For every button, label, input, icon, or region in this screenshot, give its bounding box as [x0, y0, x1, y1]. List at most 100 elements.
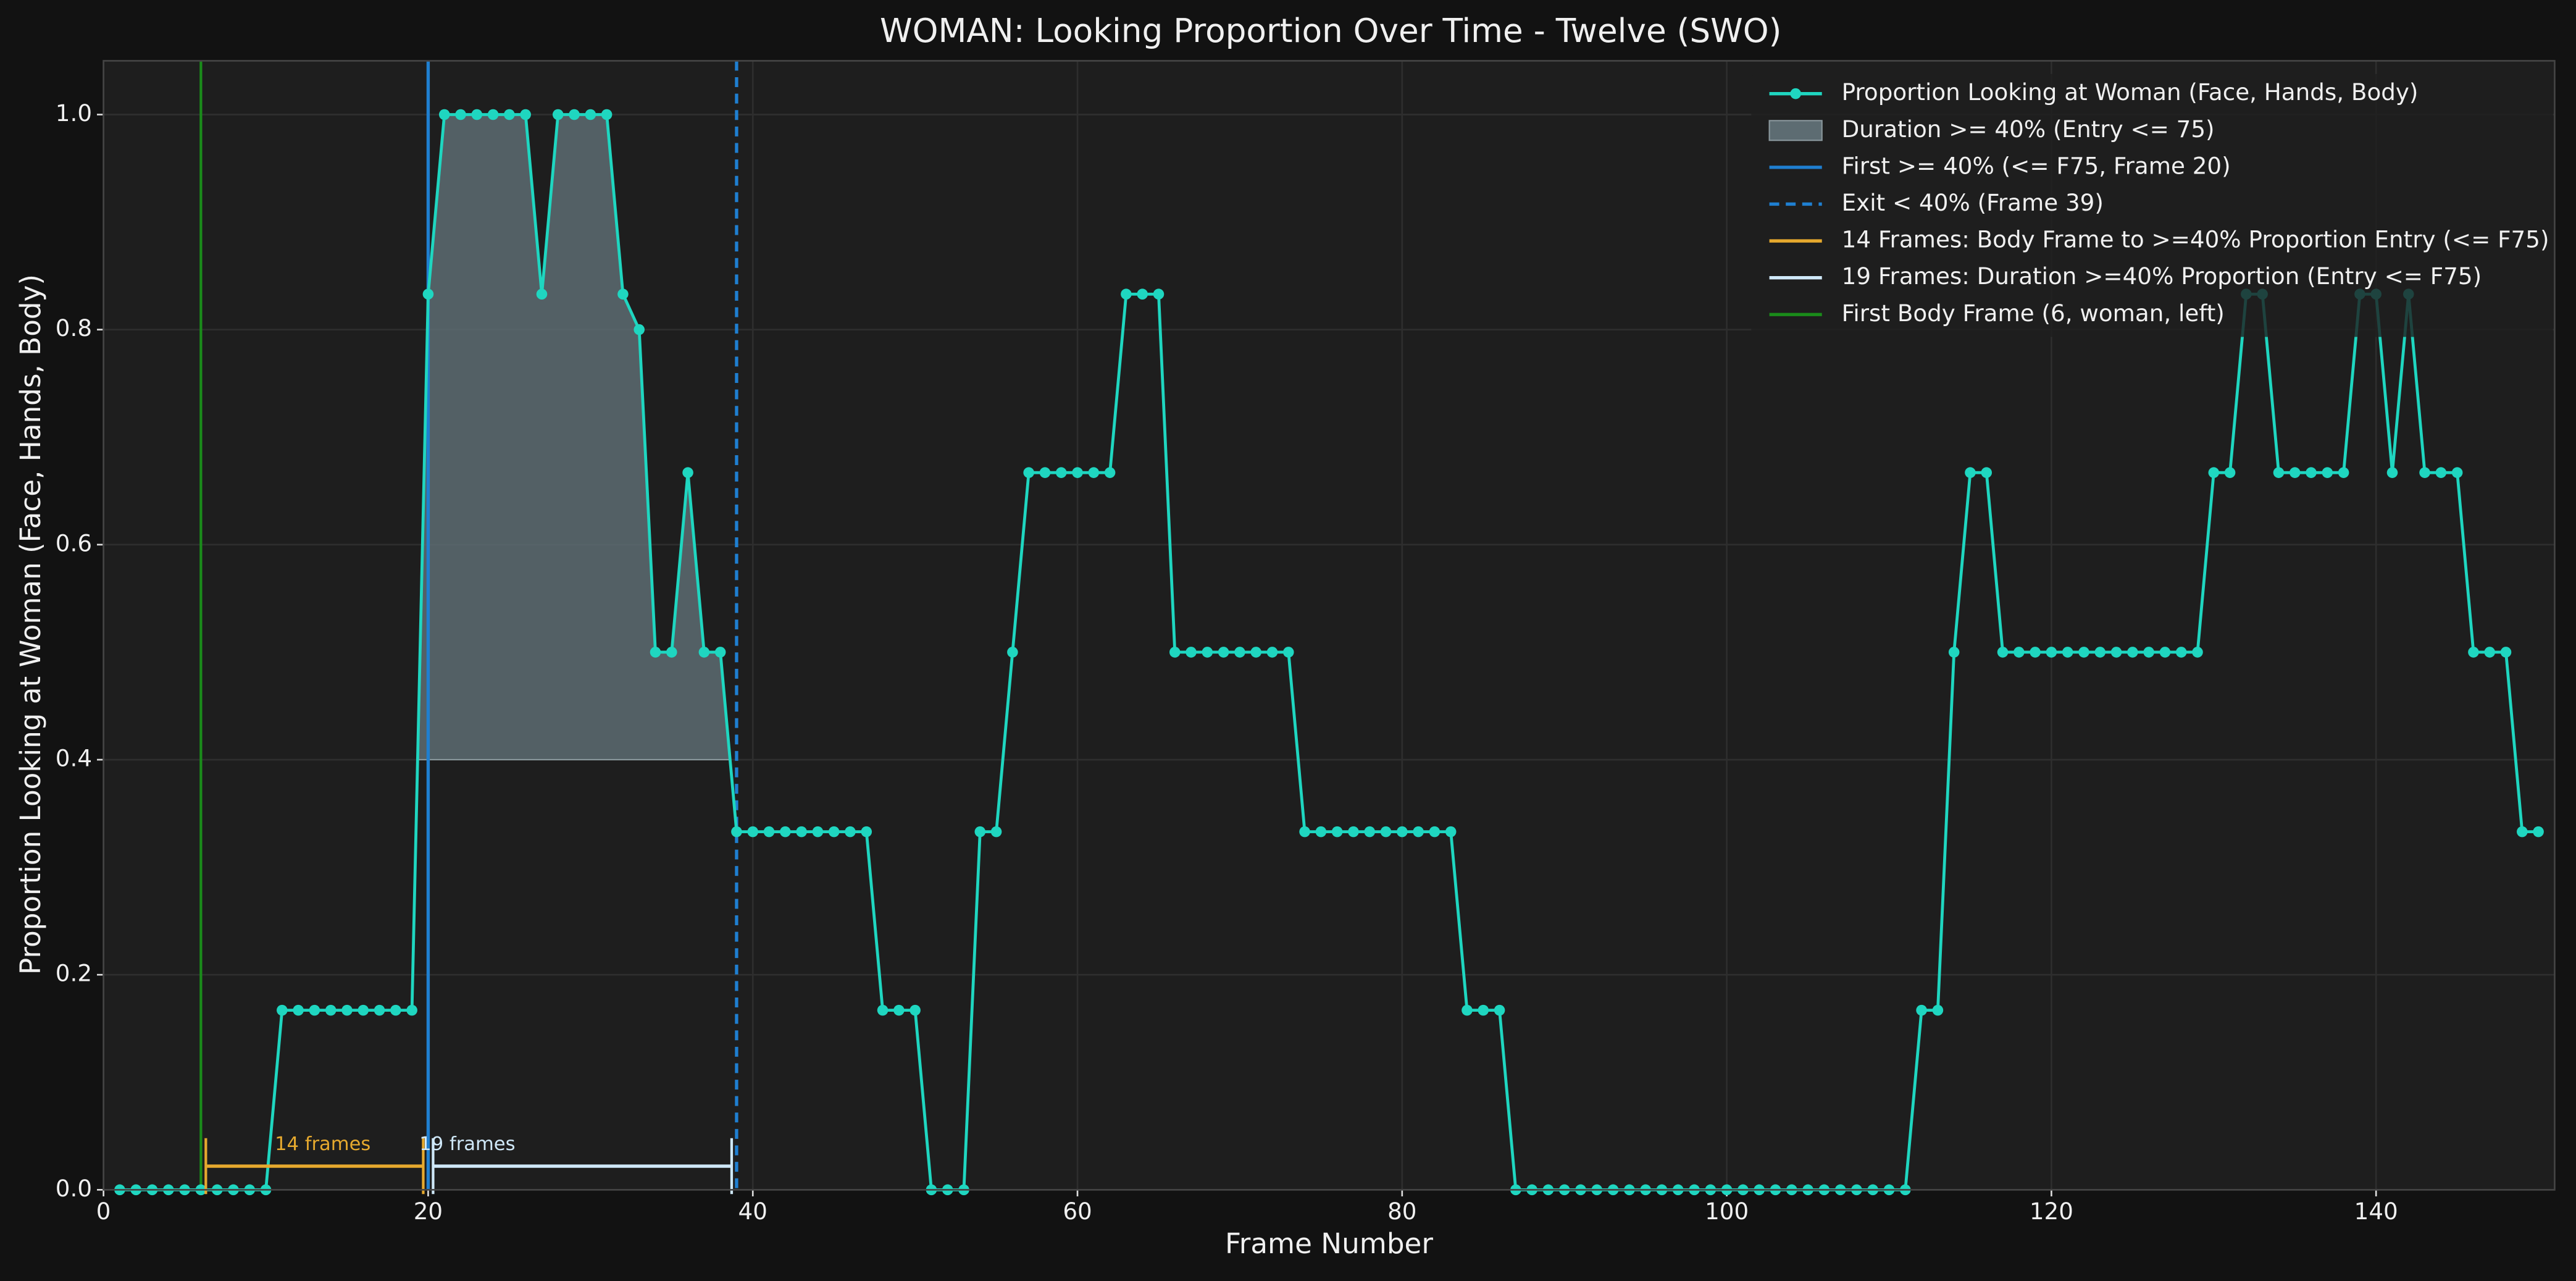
- data-point: [1283, 647, 1294, 658]
- data-point: [309, 1004, 320, 1016]
- data-point: [2468, 647, 2479, 658]
- data-point: [812, 826, 824, 838]
- data-point: [2322, 467, 2333, 478]
- data-point: [2484, 647, 2496, 658]
- legend: Proportion Looking at Woman (Face, Hands…: [1751, 74, 2553, 337]
- data-point: [2338, 467, 2349, 478]
- legend-label: First Body Frame (6, woman, left): [1842, 300, 2225, 327]
- data-point: [374, 1004, 385, 1016]
- data-point: [2110, 647, 2122, 658]
- data-point: [1478, 1004, 1489, 1016]
- legend-label: 19 Frames: Duration >=40% Proportion (En…: [1842, 262, 2482, 290]
- data-point: [1218, 647, 1229, 658]
- y-tick-label: 1.0: [56, 99, 92, 127]
- data-point: [471, 109, 483, 120]
- bracket-label: 19 frames: [419, 1133, 515, 1155]
- data-point: [2062, 647, 2073, 658]
- data-point: [2078, 647, 2089, 658]
- legend-label: Proportion Looking at Woman (Face, Hands…: [1842, 78, 2419, 106]
- data-point: [828, 826, 840, 838]
- x-tick-label: 140: [2354, 1198, 2398, 1225]
- data-point: [634, 324, 645, 335]
- bracket-label: 14 frames: [275, 1133, 370, 1155]
- chart-title: WOMAN: Looking Proportion Over Time - Tw…: [880, 12, 1781, 50]
- y-axis-label: Proportion Looking at Woman (Face, Hands…: [14, 274, 47, 975]
- data-point: [1997, 647, 2009, 658]
- data-point: [504, 109, 515, 120]
- data-point: [1088, 467, 1100, 478]
- data-point: [2500, 647, 2512, 658]
- data-point: [2046, 647, 2057, 658]
- data-point: [2175, 647, 2187, 658]
- data-point: [536, 288, 548, 300]
- data-point: [796, 826, 807, 838]
- legend-label: Duration >= 40% (Entry <= 75): [1842, 116, 2215, 143]
- data-point: [910, 1004, 921, 1016]
- data-point: [1072, 467, 1083, 478]
- data-point: [1315, 826, 1327, 838]
- data-point: [650, 647, 661, 658]
- data-point: [2289, 467, 2301, 478]
- data-point: [1169, 647, 1181, 658]
- data-point: [1186, 647, 1197, 658]
- data-point: [2419, 467, 2430, 478]
- data-point: [2224, 467, 2236, 478]
- data-point: [1397, 826, 1408, 838]
- x-tick-label: 0: [96, 1198, 111, 1225]
- legend-box: [1751, 74, 2553, 337]
- data-point: [1137, 288, 1148, 300]
- legend-label: Exit < 40% (Frame 39): [1842, 189, 2104, 216]
- data-point: [2533, 826, 2544, 838]
- x-tick-label: 120: [2030, 1198, 2073, 1225]
- data-point: [2127, 647, 2138, 658]
- data-point: [1202, 647, 1213, 658]
- x-tick-label: 20: [414, 1198, 443, 1225]
- data-point: [893, 1004, 905, 1016]
- y-tick-label: 0.4: [56, 744, 92, 771]
- data-point: [569, 109, 580, 120]
- data-point: [1932, 1004, 1944, 1016]
- data-point: [390, 1004, 401, 1016]
- data-point: [1462, 1004, 1473, 1016]
- data-point: [358, 1004, 369, 1016]
- data-point: [1299, 826, 1310, 838]
- data-point: [585, 109, 596, 120]
- data-point: [1494, 1004, 1505, 1016]
- x-tick-label: 80: [1387, 1198, 1416, 1225]
- data-point: [406, 1004, 417, 1016]
- data-point: [1055, 467, 1067, 478]
- data-point: [1023, 467, 1034, 478]
- data-point: [1250, 647, 1261, 658]
- data-point: [1266, 647, 1278, 658]
- data-point: [2159, 647, 2171, 658]
- data-point: [2094, 647, 2106, 658]
- legend-label: 14 Frames: Body Frame to >=40% Proportio…: [1842, 226, 2549, 253]
- data-point: [2208, 467, 2220, 478]
- data-point: [990, 826, 1002, 838]
- data-point: [1429, 826, 1441, 838]
- data-point: [1948, 647, 1960, 658]
- data-point: [341, 1004, 353, 1016]
- data-point: [1413, 826, 1424, 838]
- data-point: [277, 1004, 288, 1016]
- y-tick-label: 0.6: [56, 529, 92, 556]
- data-point: [1348, 826, 1359, 838]
- data-point: [845, 826, 856, 838]
- x-tick-label: 60: [1063, 1198, 1092, 1225]
- data-point: [438, 109, 450, 120]
- data-point: [747, 826, 759, 838]
- data-point: [1445, 826, 1457, 838]
- data-point: [1981, 467, 1993, 478]
- data-point: [877, 1004, 889, 1016]
- x-tick-label: 100: [1705, 1198, 1749, 1225]
- data-point: [2014, 647, 2025, 658]
- data-point: [1153, 288, 1165, 300]
- data-point: [487, 109, 499, 120]
- data-point: [2517, 826, 2528, 838]
- y-tick-label: 0.0: [56, 1175, 92, 1202]
- data-point: [552, 109, 564, 120]
- data-point: [520, 109, 531, 120]
- data-point: [422, 288, 434, 300]
- data-point: [325, 1004, 337, 1016]
